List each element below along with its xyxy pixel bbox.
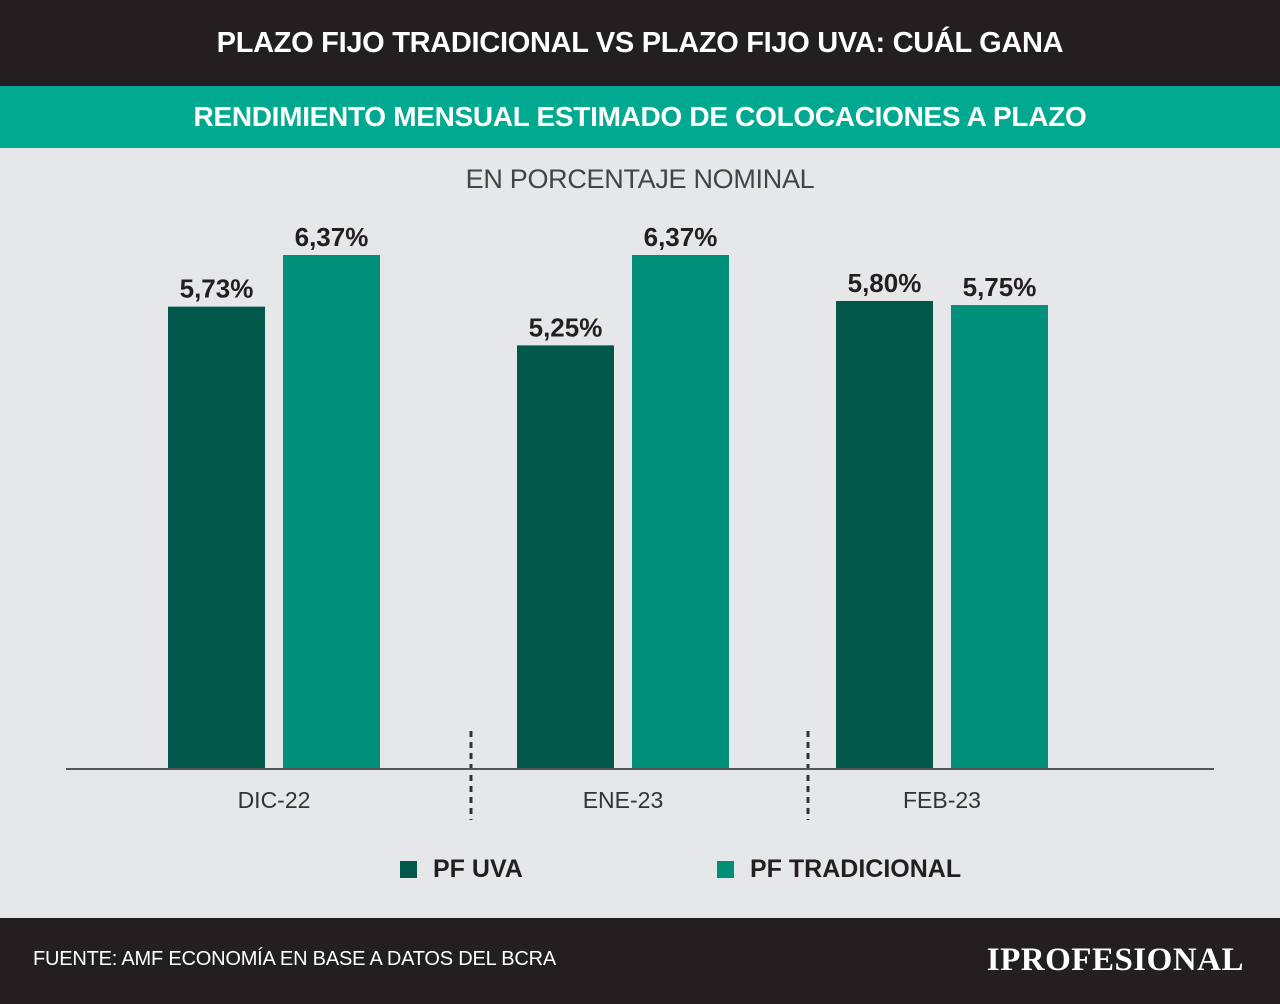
value-label: 5,80% bbox=[848, 268, 922, 298]
legend-swatch-pf-tradicional bbox=[717, 861, 734, 878]
category-label: FEB-23 bbox=[903, 787, 981, 813]
value-label: 5,73% bbox=[180, 274, 254, 304]
value-label: 6,37% bbox=[644, 222, 718, 252]
bar-pf-uva-dic-22 bbox=[168, 306, 265, 769]
legend-label-pf-tradicional: PF TRADICIONAL bbox=[750, 855, 962, 883]
legend-item-pf-tradicional: PF TRADICIONAL bbox=[717, 855, 961, 884]
bar-pf-tradicional-dic-22 bbox=[283, 255, 380, 769]
category-label: DIC-22 bbox=[238, 787, 311, 813]
value-label: 5,25% bbox=[529, 312, 603, 342]
brand-logo: IPROFESIONAL bbox=[986, 942, 1244, 978]
chart-subtitle: RENDIMIENTO MENSUAL ESTIMADO DE COLOCACI… bbox=[0, 86, 1280, 148]
category-labels-group: DIC-22 ENE-23 FEB-23 bbox=[238, 787, 981, 813]
chart-title: PLAZO FIJO TRADICIONAL VS PLAZO FIJO UVA… bbox=[0, 0, 1280, 86]
value-label: 5,75% bbox=[963, 272, 1037, 302]
legend: PF UVA PF TRADICIONAL bbox=[0, 855, 1280, 895]
bars-group bbox=[168, 255, 1048, 769]
separators-group bbox=[469, 731, 810, 820]
value-labels-group: 5,73% 6,37% 5,25% 6,37% 5,80% 5,75% bbox=[180, 222, 1037, 342]
bar-pf-tradicional-ene-23 bbox=[632, 255, 729, 769]
unit-label: EN PORCENTAJE NOMINAL bbox=[465, 164, 815, 194]
value-label: 6,37% bbox=[295, 222, 369, 252]
bar-pf-uva-ene-23 bbox=[517, 345, 614, 769]
legend-item-pf-uva: PF UVA bbox=[400, 855, 523, 884]
footer: FUENTE: AMF ECONOMÍA EN BASE A DATOS DEL… bbox=[0, 918, 1280, 1004]
legend-swatch-pf-uva bbox=[400, 861, 417, 878]
category-label: ENE-23 bbox=[583, 787, 664, 813]
bar-pf-uva-feb-23 bbox=[836, 300, 933, 769]
bar-pf-tradicional-feb-23 bbox=[951, 305, 1048, 769]
source-note: FUENTE: AMF ECONOMÍA EN BASE A DATOS DEL… bbox=[33, 948, 556, 970]
legend-label-pf-uva: PF UVA bbox=[433, 855, 523, 883]
